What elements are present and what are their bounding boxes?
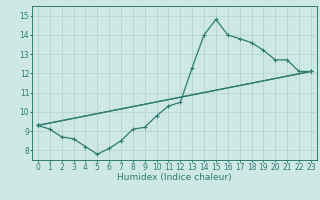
X-axis label: Humidex (Indice chaleur): Humidex (Indice chaleur) (117, 173, 232, 182)
